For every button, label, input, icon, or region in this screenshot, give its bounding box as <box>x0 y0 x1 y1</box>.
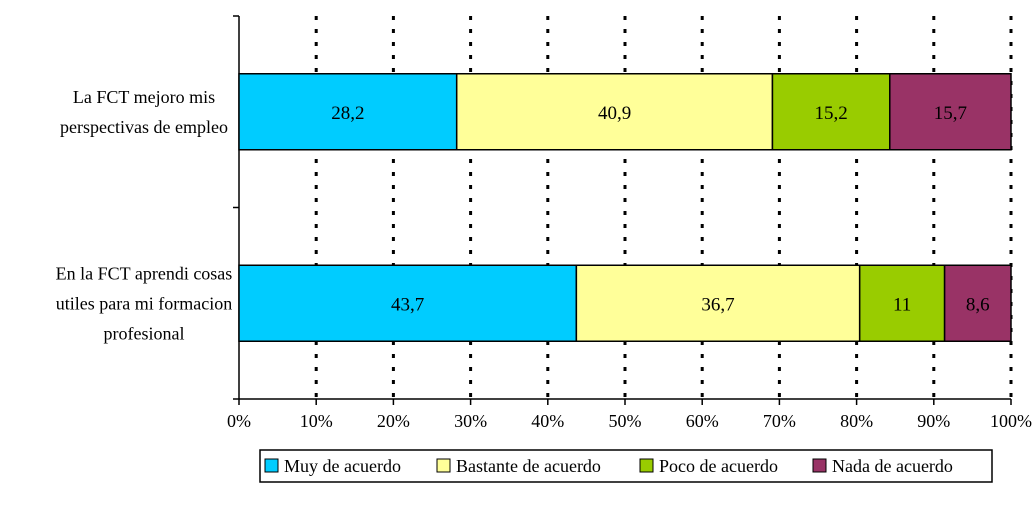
chart-data-labels: 28,2 40,9 15,2 15,7 43,7 36,7 11 8,6 <box>331 103 989 316</box>
x-tick-label: 90% <box>917 411 950 431</box>
bar-segment <box>455 73 774 151</box>
category-label: En la FCT aprendi cosas <box>56 263 233 283</box>
data-label: 43,7 <box>391 294 424 315</box>
legend-swatch <box>436 458 451 473</box>
legend-label: Muy de acuerdo <box>284 456 401 476</box>
bar-segment <box>889 73 1012 151</box>
data-label: 15,2 <box>814 103 847 124</box>
x-tick-label: 40% <box>531 411 564 431</box>
x-tick-label: 10% <box>300 411 333 431</box>
legend-swatch <box>264 458 279 473</box>
legend-box <box>259 449 993 483</box>
chart-bars <box>238 73 1012 342</box>
chart-x-tick-labels: 0% 10% 20% 30% 40% 50% 60% 70% 80% 90% 100% <box>227 411 1032 431</box>
data-label: 28,2 <box>331 103 364 124</box>
category-label: profesional <box>104 323 185 343</box>
x-tick-label: 80% <box>840 411 873 431</box>
legend-label: Nada de acuerdo <box>832 456 953 476</box>
bar-segment <box>943 264 1012 342</box>
bar-segment <box>238 264 578 342</box>
bar-segment <box>771 73 891 151</box>
x-tick-label: 20% <box>377 411 410 431</box>
x-tick-label: 70% <box>763 411 796 431</box>
bar-segment <box>238 73 458 151</box>
legend-label: Bastante de acuerdo <box>456 456 601 476</box>
legend-label: Poco de acuerdo <box>659 456 778 476</box>
data-label: 15,7 <box>934 103 967 124</box>
x-tick-label: 60% <box>686 411 719 431</box>
category-label: utiles para mi formacion <box>56 293 232 313</box>
bar-segment <box>575 264 861 342</box>
chart-legend: Muy de acuerdo Bastante de acuerdo Poco de… <box>259 449 993 483</box>
data-label: 11 <box>893 294 911 315</box>
x-tick-label: 50% <box>609 411 642 431</box>
data-label: 36,7 <box>701 294 734 315</box>
chart-category-labels: La FCT mejoro mis perspectivas de empleo E… <box>56 87 233 344</box>
bar-segment <box>858 264 946 342</box>
x-tick-label: 30% <box>454 411 487 431</box>
x-tick-label: 0% <box>227 411 251 431</box>
category-label: La FCT mejoro mis <box>73 87 215 107</box>
data-label: 40,9 <box>598 103 631 124</box>
x-tick-label: 100% <box>990 411 1032 431</box>
category-label: perspectivas de empleo <box>60 117 228 137</box>
legend-swatch <box>639 458 654 473</box>
data-label: 8,6 <box>966 294 990 315</box>
legend-swatch <box>812 458 827 473</box>
